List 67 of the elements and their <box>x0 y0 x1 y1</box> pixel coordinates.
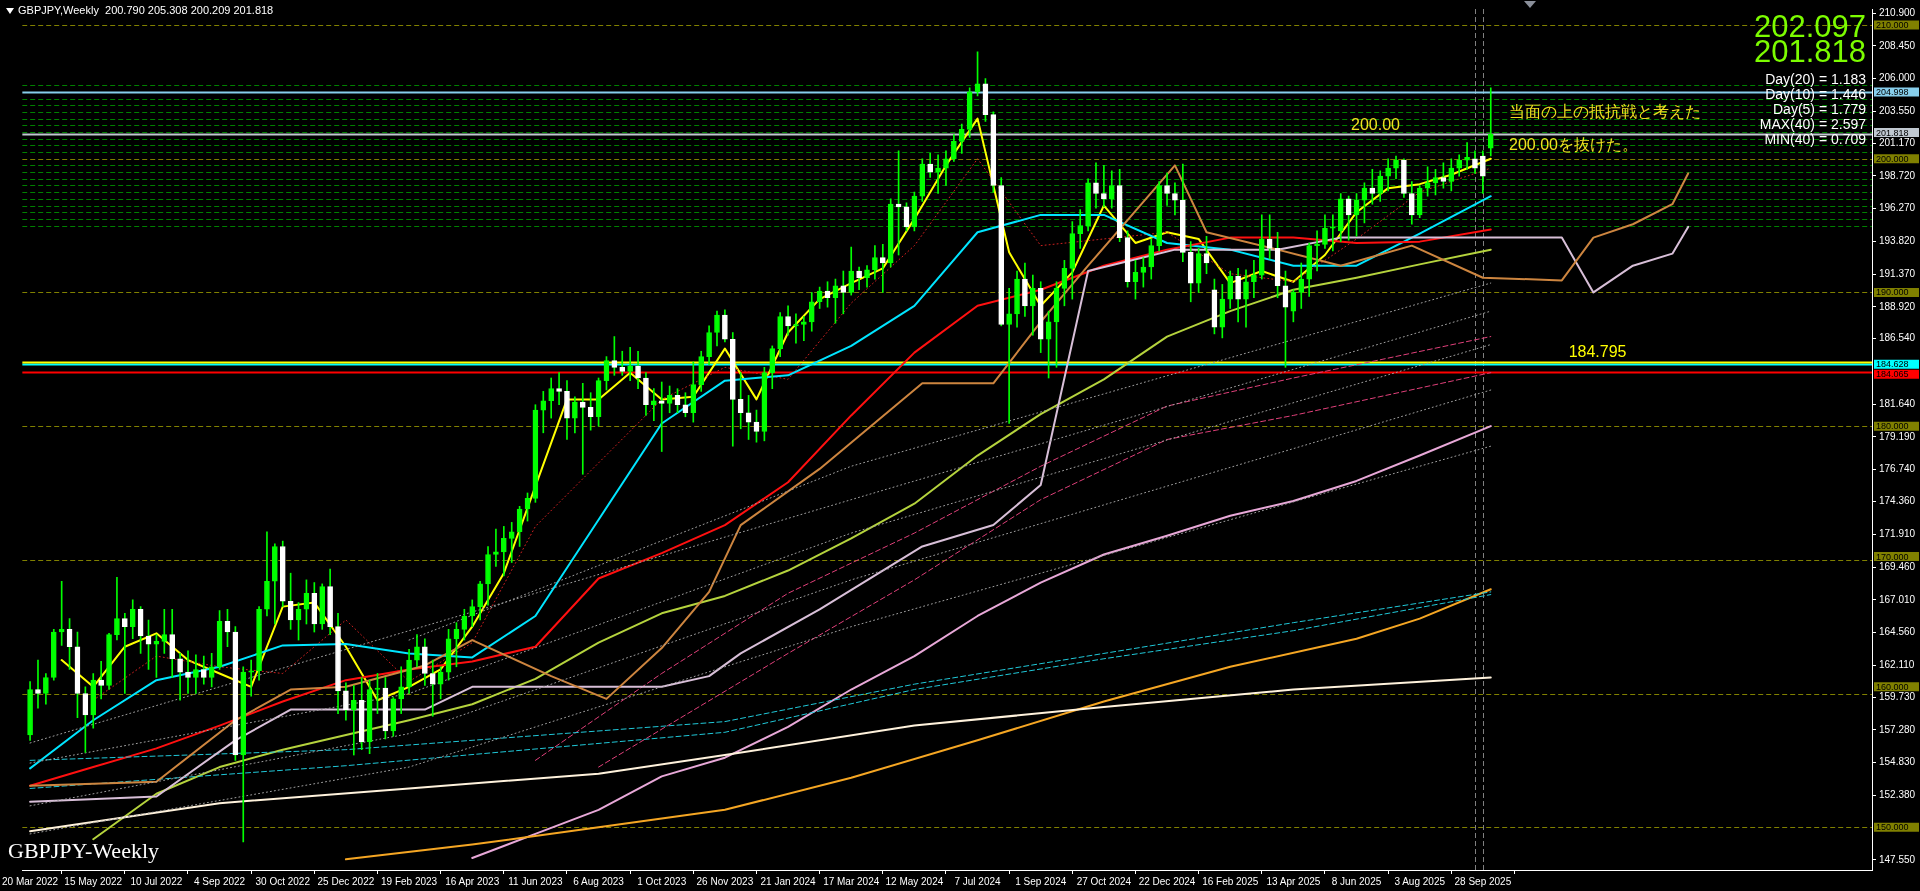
ref-line-label: 201.818 <box>1876 127 1909 138</box>
ref-line-label: 200.000 <box>1876 153 1909 164</box>
y-tick-label: 179.190 <box>1879 430 1916 442</box>
x-tick-label: 16 Apr 2023 <box>445 875 500 887</box>
x-tick-label: 13 Apr 2025 <box>1266 875 1321 887</box>
y-tick-label: 181.640 <box>1879 397 1916 409</box>
y-tick-label: 147.550 <box>1879 853 1916 865</box>
y-tick-label: 159.730 <box>1879 690 1916 702</box>
x-tick-label: 28 Sep 2025 <box>1454 875 1512 887</box>
x-tick-label: 21 Jan 2024 <box>760 875 817 887</box>
x-tick-label: 25 Dec 2022 <box>317 875 375 887</box>
chart-title: GBPJPY,Weekly 200.790 205.308 200.209 201.818 <box>18 4 274 17</box>
x-tick-label: 17 Mar 2024 <box>823 875 880 887</box>
y-tick-label: 206.000 <box>1879 72 1916 84</box>
ref-line-label: 150.000 <box>1876 822 1909 833</box>
y-tick-label: 152.380 <box>1879 789 1916 801</box>
ref-line-label: 190.000 <box>1876 287 1909 298</box>
ref-line-label: 180.000 <box>1876 421 1909 432</box>
ref-line-label: 184.795 <box>1568 343 1627 361</box>
y-tick-label: 157.280 <box>1879 723 1916 735</box>
ref-line-label: 184.628 <box>1876 359 1909 370</box>
y-tick-label: 201.170 <box>1879 136 1916 148</box>
y-tick-label: 191.370 <box>1879 267 1916 279</box>
x-tick-label: 6 Aug 2023 <box>573 875 625 887</box>
annotation: Day(20) = 1.183 <box>1765 70 1867 87</box>
x-tick-label: 16 Feb 2025 <box>1202 875 1259 887</box>
y-tick-label: 203.550 <box>1879 105 1916 117</box>
x-tick-label: 20 Mar 2022 <box>2 875 59 887</box>
x-tick-label: 26 Nov 2023 <box>696 875 754 887</box>
y-tick-label: 169.460 <box>1879 560 1916 572</box>
y-tick-label: 167.010 <box>1879 593 1916 605</box>
annotation: 200.00を抜けた。 <box>1509 136 1638 154</box>
x-tick-label: 10 Jul 2022 <box>130 875 183 887</box>
ref-line-label: 160.000 <box>1876 681 1909 692</box>
x-tick-label: 4 Sep 2022 <box>193 875 246 887</box>
x-tick-label: 7 Jul 2024 <box>954 875 1002 887</box>
x-tick-label: 27 Oct 2024 <box>1076 875 1132 887</box>
y-tick-label: 193.820 <box>1879 235 1916 247</box>
x-tick-label: 12 May 2024 <box>885 875 944 887</box>
y-tick-label: 188.920 <box>1879 300 1916 312</box>
ref-line-label: 204.998 <box>1876 86 1909 97</box>
x-tick-label: 30 Oct 2022 <box>255 875 311 887</box>
x-tick-label: 1 Sep 2024 <box>1015 875 1067 887</box>
ref-line-label: 170.000 <box>1876 551 1909 562</box>
ref-line-label: 210.000 <box>1876 20 1909 31</box>
y-tick-label: 171.910 <box>1879 528 1916 540</box>
x-tick-label: 15 May 2022 <box>64 875 123 887</box>
y-tick-label: 186.540 <box>1879 332 1916 344</box>
y-tick-label: 210.900 <box>1879 6 1916 18</box>
x-tick-label: 3 Aug 2025 <box>1394 875 1446 887</box>
annotation: 200.00 <box>1351 116 1401 134</box>
y-tick-label: 176.740 <box>1879 463 1916 475</box>
ref-line-label: 184.065 <box>1876 369 1909 380</box>
annotation: GBPJPY-Weekly <box>8 837 160 863</box>
y-tick-label: 154.830 <box>1879 756 1916 768</box>
annotation: 当面の上の抵抗戦と考えた <box>1509 103 1701 121</box>
y-tick-label: 164.560 <box>1879 626 1916 638</box>
x-tick-label: 1 Oct 2023 <box>637 875 687 887</box>
x-tick-label: 8 Jun 2025 <box>1331 875 1382 887</box>
y-tick-label: 196.270 <box>1879 202 1916 214</box>
y-tick-label: 198.720 <box>1879 169 1916 181</box>
x-tick-label: 22 Dec 2024 <box>1138 875 1196 887</box>
y-tick-label: 174.360 <box>1879 495 1916 507</box>
y-tick-label: 208.450 <box>1879 39 1916 51</box>
y-tick-label: 162.110 <box>1879 659 1915 671</box>
x-tick-label: 11 Jun 2023 <box>508 875 563 887</box>
x-tick-label: 19 Feb 2023 <box>380 875 438 887</box>
